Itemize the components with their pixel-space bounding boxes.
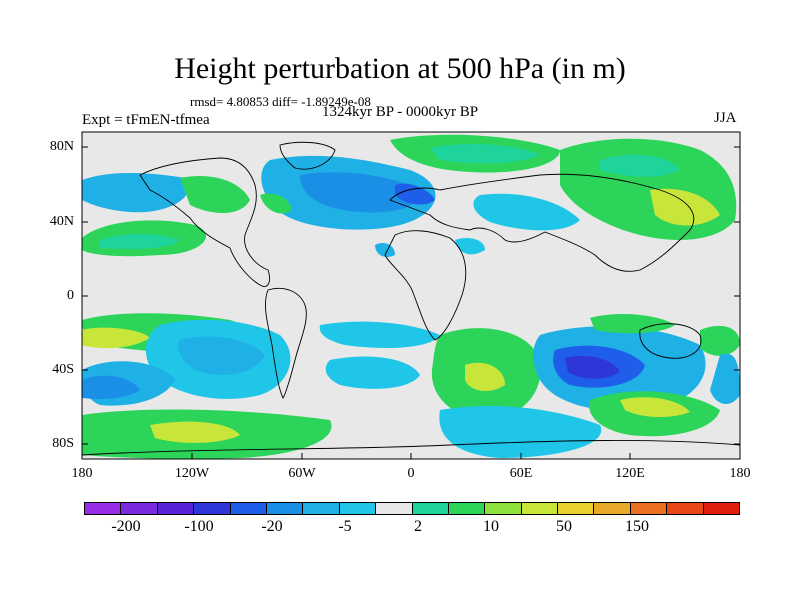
contour-region — [150, 421, 240, 443]
lon-label-180w: 180 — [71, 466, 93, 481]
map-title: Height perturbation at 500 hPa (in m) — [174, 52, 626, 85]
colorbar-swatch — [339, 503, 377, 514]
lon-label-120w: 120W — [174, 466, 210, 481]
colorbar-swatch — [376, 503, 413, 514]
colorbar-swatch — [630, 503, 668, 514]
contour-region — [395, 183, 435, 205]
colorbar-swatch — [412, 503, 449, 514]
contour-region — [650, 188, 720, 226]
colorbar-swatch — [448, 503, 486, 514]
lat-label-40s: 40S — [52, 362, 74, 377]
contour-region — [180, 176, 250, 214]
contour-region — [82, 375, 140, 400]
colorbar-swatch — [85, 503, 122, 514]
contour-region — [700, 325, 740, 356]
contour-region — [325, 356, 420, 389]
colorbar-swatch — [521, 503, 559, 514]
lon-label-0: 0 — [407, 466, 415, 481]
lon-label-60e: 60E — [509, 466, 533, 481]
colorbar-swatch — [594, 503, 631, 514]
contour-region — [590, 314, 675, 334]
colorbar-swatch — [303, 503, 340, 514]
lon-label-120e: 120E — [615, 466, 645, 481]
colorbar — [84, 502, 740, 515]
colorbar-swatch — [121, 503, 158, 514]
colorbar-label: -200 — [111, 518, 141, 535]
stats-line: rmsd= 4.80853 diff= -1.89249e-08 — [190, 94, 371, 109]
contour-region — [455, 238, 485, 255]
contour-region — [178, 336, 265, 375]
lon-label-180e: 180 — [729, 466, 751, 481]
contour-fills — [82, 132, 740, 459]
contour-region — [439, 405, 602, 458]
contour-region — [473, 193, 580, 231]
contour-region — [300, 172, 421, 213]
colorbar-swatch — [194, 503, 231, 514]
colorbar-label: 150 — [625, 518, 649, 535]
contour-region — [465, 362, 505, 392]
lat-label-0: 0 — [67, 288, 74, 303]
lat-label-80n: 80N — [49, 139, 74, 154]
colorbar-swatch — [703, 503, 740, 514]
contour-region — [620, 397, 690, 418]
contour-region — [100, 234, 180, 250]
contour-region — [430, 144, 540, 164]
colorbar-swatch — [667, 503, 704, 514]
lat-label-80s: 80S — [52, 436, 74, 451]
contour-region — [565, 355, 620, 379]
lon-label-60w: 60W — [288, 466, 316, 481]
colorbar-swatch — [558, 503, 595, 514]
contour-region — [260, 193, 292, 214]
contour-region — [319, 321, 440, 348]
colorbar-label: -20 — [261, 518, 283, 535]
season-label: JJA — [714, 110, 737, 126]
colorbar-swatch — [230, 503, 267, 514]
colorbar-swatch — [266, 503, 304, 514]
experiment-label: Expt = tFmEN-tfmea — [82, 112, 210, 128]
period-label: 1324kyr BP - 0000kyr BP — [322, 104, 479, 120]
contour-region — [82, 327, 150, 349]
colorbar-label: 2 — [414, 518, 422, 535]
axis-ticks — [81, 146, 741, 459]
contour-region — [375, 243, 395, 257]
coastlines — [82, 141, 740, 456]
colorbar-swatch — [485, 503, 522, 514]
colorbar-label: -5 — [338, 518, 352, 535]
contour-region — [710, 353, 740, 405]
colorbar-label: -100 — [184, 518, 214, 535]
colorbar-swatch — [157, 503, 195, 514]
contour-region — [600, 154, 680, 177]
colorbar-label: 10 — [483, 518, 499, 535]
lat-label-40n: 40N — [49, 214, 74, 229]
colorbar-label: 50 — [556, 518, 572, 535]
contour-region — [82, 173, 189, 213]
